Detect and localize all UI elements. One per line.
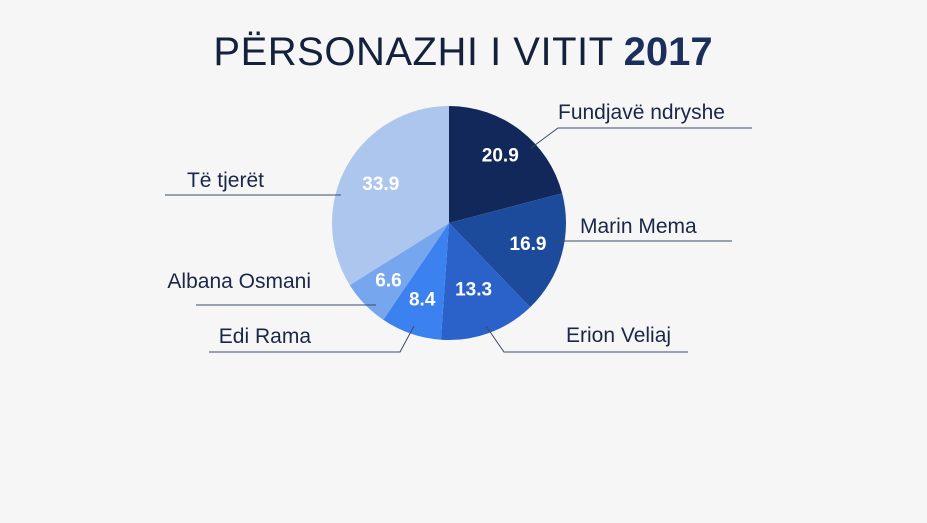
slice-label-erion-veliaj: Erion Veliaj: [566, 324, 671, 347]
value-label-fundjave-ndryshe: 20.9: [482, 146, 519, 167]
value-label-edi-rama: 8.4: [409, 290, 436, 311]
pie-slice-marin-mema: [449, 193, 567, 308]
slice-label-fundjave-ndryshe: Fundjavë ndryshe: [558, 101, 725, 124]
slice-label-edi-rama: Edi Rama: [219, 325, 312, 348]
chart-title-year: 2017: [624, 30, 713, 74]
leader-line-erion-veliaj: [485, 325, 688, 353]
slice-label-marin-mema: Marin Mema: [580, 215, 697, 238]
pie-slice-fundjave-ndryshe: [449, 106, 563, 223]
slice-label-te-tjeret: Të tjerët: [187, 169, 264, 192]
leader-lines: [165, 127, 752, 353]
chart-title: PËRSONAZHI I VITIT 2017: [213, 30, 712, 74]
pie-slice-erion-veliaj: [440, 223, 531, 340]
slice-label-albana-osmani: Albana Osmani: [167, 270, 311, 293]
pie-slice-edi-rama: [383, 223, 449, 340]
leader-line-edi-rama: [209, 325, 415, 353]
leader-line-fundjave-ndryshe: [530, 127, 752, 149]
slice-labels: Fundjavë ndryshe Marin Mema Erion Veliaj Ed…: [167, 101, 725, 348]
pie-slice-albana-osmani: [349, 223, 449, 320]
value-label-erion-veliaj: 13.3: [455, 280, 492, 301]
value-label-te-tjeret: 33.9: [362, 174, 399, 195]
chart-title-text: PËRSONAZHI I VITIT: [213, 30, 613, 74]
value-label-albana-osmani: 6.6: [375, 270, 401, 291]
pie-value-labels: 20.9 16.9 13.3 8.4 6.6 33.9: [362, 146, 546, 311]
pie-slice-te-tjeret: [331, 106, 449, 286]
pie-slices: [331, 106, 567, 340]
value-label-marin-mema: 16.9: [510, 234, 547, 255]
